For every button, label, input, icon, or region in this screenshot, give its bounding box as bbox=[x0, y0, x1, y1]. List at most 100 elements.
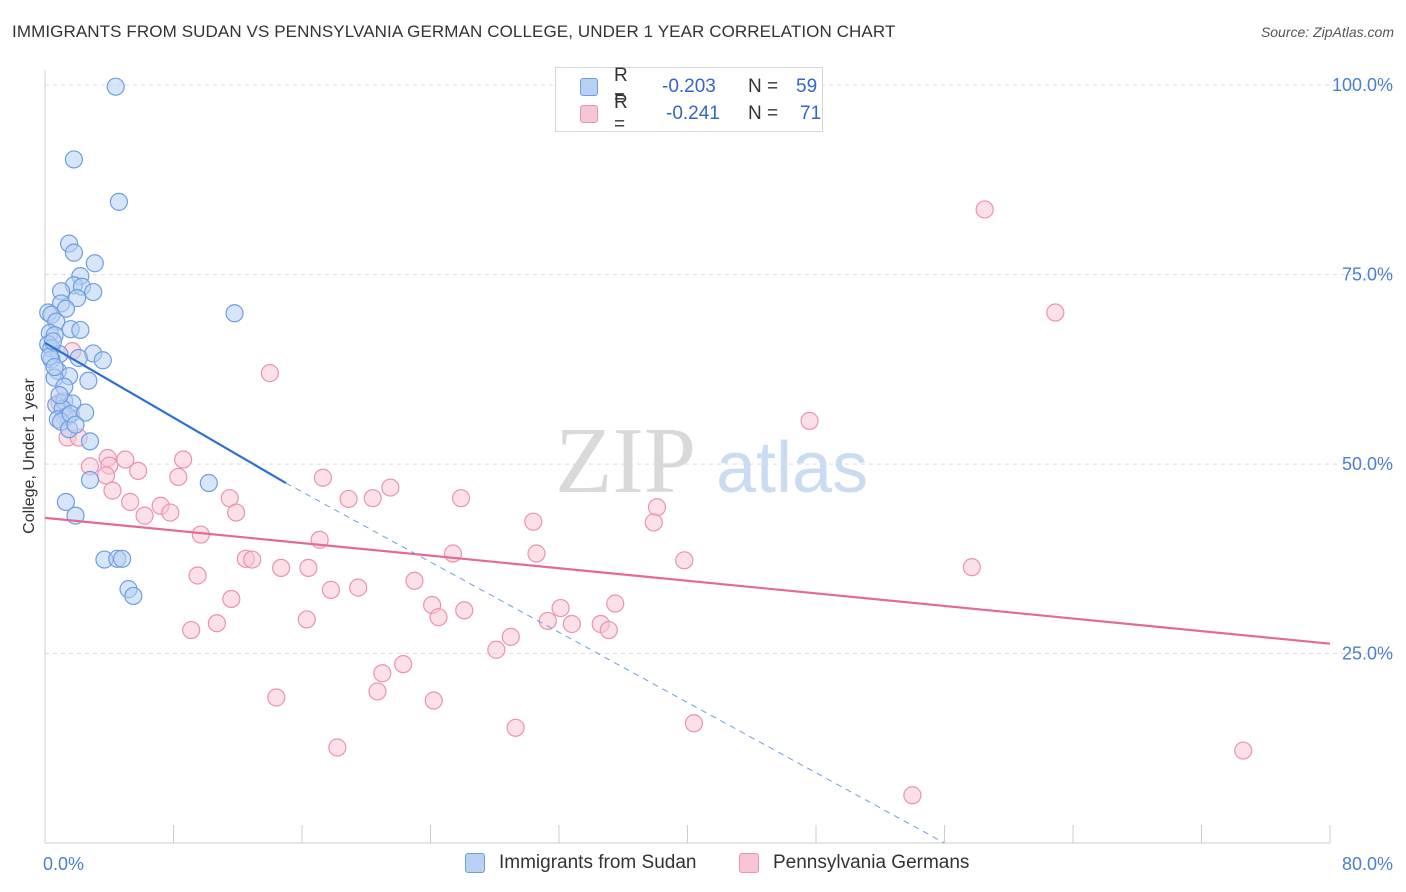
data-point-pennsylvania-germans bbox=[506, 718, 525, 737]
legend-row-penn: R = -0.241 N = 71 bbox=[580, 92, 822, 135]
chart-title: IMMIGRANTS FROM SUDAN VS PENNSYLVANIA GE… bbox=[12, 22, 896, 41]
data-point-immigrants-from-sudan bbox=[64, 150, 84, 169]
legend-row-sudan: R = -0.203 N = 59 bbox=[580, 65, 818, 108]
data-point-immigrants-from-sudan bbox=[64, 243, 84, 262]
data-point-immigrants-from-sudan bbox=[71, 320, 90, 340]
trendline-pennsylvania-germans bbox=[44, 516, 1331, 645]
data-point-immigrants-from-sudan bbox=[76, 403, 95, 422]
data-point-pennsylvania-germans bbox=[424, 691, 443, 710]
data-point-pennsylvania-germans bbox=[169, 467, 188, 487]
data-point-pennsylvania-germans bbox=[321, 580, 341, 599]
data-point-pennsylvania-germans bbox=[429, 608, 448, 627]
data-point-pennsylvania-germans bbox=[188, 566, 207, 585]
y-tick-label: 100.0% bbox=[1332, 75, 1393, 95]
data-point-pennsylvania-germans bbox=[551, 598, 570, 618]
data-point-immigrants-from-sudan bbox=[80, 470, 100, 490]
axes bbox=[44, 70, 1331, 844]
y-tick-label: 50.0% bbox=[1342, 454, 1393, 474]
data-point-pennsylvania-germans bbox=[349, 578, 368, 597]
data-point-pennsylvania-germans bbox=[1046, 303, 1065, 322]
data-point-pennsylvania-germans bbox=[527, 544, 546, 563]
data-point-pennsylvania-germans bbox=[451, 489, 471, 508]
data-point-immigrants-from-sudan bbox=[45, 357, 64, 377]
data-point-immigrants-from-sudan bbox=[79, 371, 98, 390]
trendline-immigrants-from-sudan bbox=[44, 341, 287, 484]
data-point-immigrants-from-sudan bbox=[225, 304, 244, 323]
data-point-pennsylvania-germans bbox=[267, 688, 286, 707]
data-point-immigrants-from-sudan bbox=[85, 254, 104, 273]
data-point-pennsylvania-germans bbox=[903, 786, 922, 805]
y-tick-label: 25.0% bbox=[1342, 644, 1393, 664]
watermark-atlas: atlas bbox=[716, 428, 868, 508]
data-point-pennsylvania-germans bbox=[328, 738, 347, 757]
y-axis-title: College, Under 1 year bbox=[21, 378, 38, 534]
data-point-pennsylvania-germans bbox=[501, 627, 520, 646]
legend-r-value: -0.203 bbox=[662, 76, 716, 97]
gridlines bbox=[45, 84, 1392, 655]
watermark-zip: ZIP bbox=[555, 409, 696, 513]
legend-swatch-pink bbox=[580, 105, 598, 123]
data-point-immigrants-from-sudan bbox=[80, 432, 100, 451]
legend-n-label: N = bbox=[748, 103, 779, 124]
source-label: Source: ZipAtlas.com bbox=[1260, 24, 1394, 40]
data-point-pennsylvania-germans bbox=[606, 594, 625, 613]
legend-r-label: R = bbox=[614, 92, 628, 135]
data-point-pennsylvania-germans bbox=[368, 682, 387, 701]
data-point-pennsylvania-germans bbox=[135, 506, 154, 525]
data-point-pennsylvania-germans bbox=[121, 492, 140, 512]
series-legend-label-sudan: Immigrants from Sudan bbox=[499, 852, 697, 873]
trendline-immigrants-from-sudan-extension bbox=[285, 482, 945, 844]
data-point-pennsylvania-germans bbox=[1234, 741, 1253, 760]
series-legend-swatch-pink bbox=[739, 853, 759, 873]
data-point-immigrants-from-sudan bbox=[50, 386, 69, 405]
data-point-pennsylvania-germans bbox=[299, 558, 318, 578]
series-legend-penn: Pennsylvania Germans bbox=[739, 852, 969, 874]
data-point-immigrants-from-sudan bbox=[112, 549, 132, 568]
watermark: ZIP atlas bbox=[555, 409, 868, 513]
tick-labels: 25.0% 50.0% 75.0% 100.0% 0.0% 80.0% bbox=[43, 75, 1393, 874]
legend-n-label: N = bbox=[748, 76, 779, 97]
data-point-pennsylvania-germans bbox=[524, 512, 543, 531]
series-legend-swatch-blue bbox=[465, 853, 485, 873]
data-point-pennsylvania-germans bbox=[975, 200, 994, 219]
data-point-pennsylvania-germans bbox=[373, 664, 392, 683]
data-point-pennsylvania-germans bbox=[129, 461, 148, 480]
data-point-immigrants-from-sudan bbox=[66, 415, 85, 434]
data-point-pennsylvania-germans bbox=[487, 640, 506, 659]
data-point-pennsylvania-germans bbox=[684, 714, 704, 733]
data-point-pennsylvania-germans bbox=[182, 620, 201, 640]
legend-r-label: R = bbox=[614, 65, 628, 108]
x-tick-label-max: 80.0% bbox=[1342, 854, 1393, 874]
data-point-pennsylvania-germans bbox=[96, 466, 116, 485]
data-point-immigrants-from-sudan bbox=[84, 282, 103, 302]
data-point-immigrants-from-sudan bbox=[109, 192, 128, 211]
data-point-immigrants-from-sudan bbox=[106, 77, 125, 96]
data-point-pennsylvania-germans bbox=[363, 489, 382, 508]
trendlines bbox=[44, 341, 1331, 844]
data-point-pennsylvania-germans bbox=[562, 614, 581, 634]
data-point-pennsylvania-germans bbox=[227, 503, 246, 522]
legend-swatch-blue bbox=[580, 78, 598, 96]
data-point-immigrants-from-sudan bbox=[199, 473, 218, 493]
data-point-pennsylvania-germans bbox=[800, 411, 819, 430]
legend-n-value: 71 bbox=[800, 103, 822, 124]
data-point-pennsylvania-germans bbox=[675, 551, 694, 570]
series-legend: Immigrants from Sudan Pennsylvania Germa… bbox=[0, 852, 1406, 878]
series-immigrants-from-sudan bbox=[39, 77, 244, 606]
data-point-pennsylvania-germans bbox=[174, 450, 193, 469]
data-point-pennsylvania-germans bbox=[394, 655, 413, 674]
data-point-pennsylvania-germans bbox=[272, 558, 291, 578]
data-point-pennsylvania-germans bbox=[313, 468, 332, 487]
legend-n-value: 59 bbox=[796, 76, 818, 97]
data-point-pennsylvania-germans bbox=[647, 498, 667, 517]
data-point-pennsylvania-germans bbox=[116, 450, 135, 469]
data-point-pennsylvania-germans bbox=[222, 589, 241, 609]
data-point-pennsylvania-germans bbox=[243, 550, 262, 569]
data-point-immigrants-from-sudan bbox=[68, 289, 87, 308]
data-point-pennsylvania-germans bbox=[599, 620, 618, 640]
data-point-immigrants-from-sudan bbox=[56, 492, 75, 512]
x-tick-label-min: 0.0% bbox=[43, 854, 84, 874]
legend-r-value: -0.241 bbox=[666, 103, 720, 124]
series-legend-sudan: Immigrants from Sudan bbox=[465, 852, 696, 874]
